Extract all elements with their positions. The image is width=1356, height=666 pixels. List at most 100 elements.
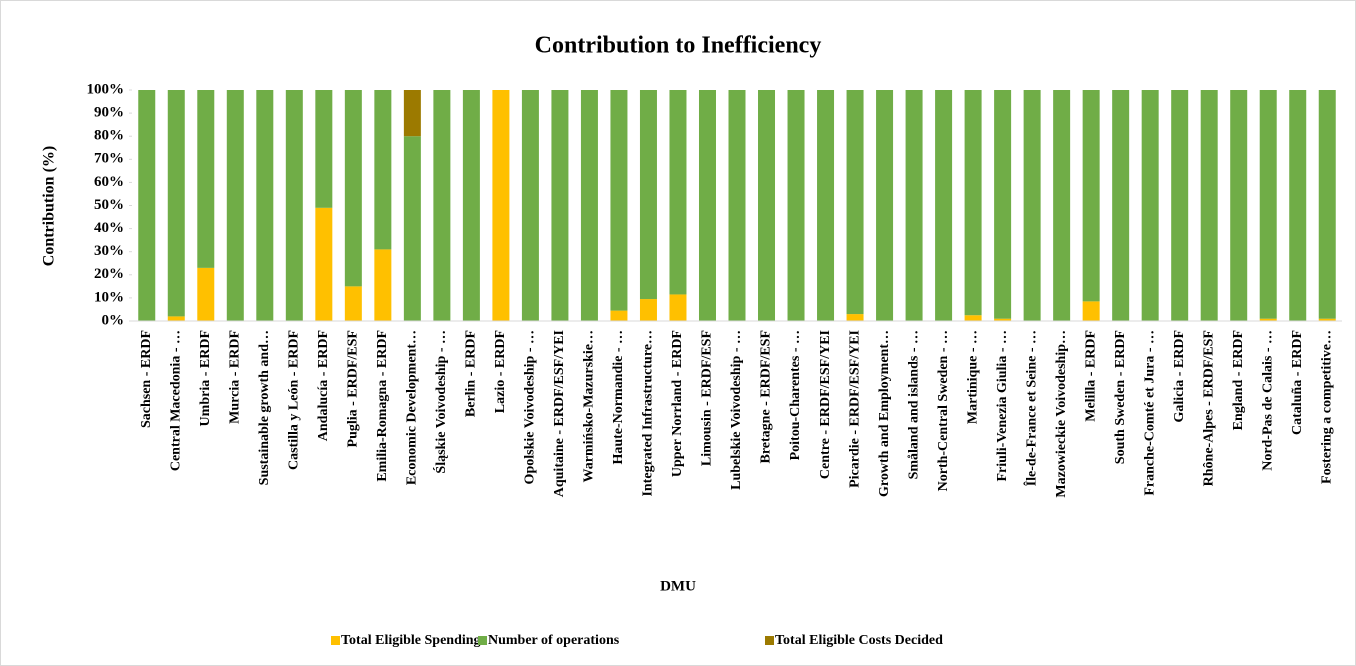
bar-segment: [374, 90, 392, 250]
x-tick-label: Sachsen - ERDF: [139, 330, 154, 428]
bar-segment: [1318, 318, 1336, 321]
bar-segment: [994, 318, 1012, 321]
y-tick-label: 70%: [94, 151, 124, 167]
bar-segment: [1171, 90, 1189, 321]
x-tick-label: Franche-Comté et Jura - …: [1142, 330, 1157, 496]
x-tick-label: Lazio - ERDF: [493, 330, 508, 413]
bar-segment: [1289, 90, 1307, 321]
bar-segment: [197, 267, 215, 321]
bar-segment: [876, 90, 894, 321]
bar-segment: [492, 90, 510, 321]
bar-segment: [1082, 301, 1100, 321]
x-tick-label: Emilia-Romagna - ERDF: [375, 330, 390, 482]
bar-segment: [610, 90, 628, 311]
bar-segment: [1082, 90, 1100, 302]
bar-segment: [1053, 90, 1071, 321]
x-tick-label: Umbria - ERDF: [198, 330, 213, 426]
x-tick-label: Economic Development…: [405, 330, 420, 485]
x-tick-label: Centre - ERDF/ESF/YEI: [818, 330, 833, 479]
x-tick-label: Puglia - ERDF/ESF: [346, 330, 361, 447]
y-tick-label: 20%: [94, 266, 124, 282]
bar-segment: [669, 90, 687, 295]
y-tick-label: 40%: [94, 220, 124, 236]
bar-segment: [639, 90, 657, 300]
chart-title: Contribution to Inefficiency: [535, 33, 822, 59]
x-tick-label: Mazowieckie Voivodeship…: [1054, 330, 1069, 498]
x-tick-label: Limousin - ERDF/ESF: [700, 330, 715, 466]
x-tick-label: England - ERDF: [1231, 330, 1246, 430]
x-tick-label: Opolskie Voivodeship - …: [523, 330, 538, 484]
x-tick-label: Melilla - ERDF: [1083, 330, 1098, 422]
y-tick-label: 0%: [102, 312, 125, 328]
x-tick-label: Bretagne - ERDF/ESF: [759, 330, 774, 464]
y-tick-label: 100%: [87, 81, 125, 97]
bar-segment: [521, 90, 539, 321]
bar-segment: [935, 90, 953, 321]
x-tick-label: Sustainable growth and…: [257, 330, 272, 485]
legend-swatch: [478, 636, 487, 645]
bar-segment: [1112, 90, 1130, 321]
x-tick-label: Upper Norrland - ERDF: [670, 330, 685, 477]
x-tick-label: Galicia - ERDF: [1172, 330, 1187, 423]
x-tick-label: Central Macedonia - …: [168, 330, 183, 471]
x-axis-title: DMU: [660, 578, 696, 594]
bar-segment: [138, 90, 156, 321]
x-tick-label: Śląskie Voivodeship - …: [432, 330, 449, 474]
bar-segment: [1141, 90, 1159, 321]
bar-segment: [197, 90, 215, 268]
bar-segment: [1200, 90, 1218, 321]
bar-segment: [639, 299, 657, 321]
bar-segment: [610, 310, 628, 321]
bar-segment: [1318, 90, 1336, 319]
x-tick-label: Picardie - ERDF/ESF/YEI: [847, 330, 862, 488]
y-axis-title: Contribution (%): [41, 146, 58, 266]
bar-segment: [374, 249, 392, 321]
bar-segment: [403, 136, 421, 321]
x-tick-label: Murcia - ERDF: [228, 330, 243, 424]
bar-segment: [226, 90, 244, 321]
y-tick-label: 50%: [94, 197, 124, 213]
bar-segment: [698, 90, 716, 321]
x-tick-label: Lubelskie Voivodeship - …: [729, 330, 744, 490]
x-tick-label: Berlin - ERDF: [464, 330, 479, 417]
x-tick-label: Aquitaine - ERDF/ESF/YEI: [552, 330, 567, 497]
y-tick-label: 80%: [94, 128, 124, 144]
bar-segment: [167, 90, 185, 317]
bar-segment: [669, 294, 687, 321]
y-tick-label: 30%: [94, 243, 124, 259]
x-tick-label: Integrated Infrastructure…: [641, 330, 656, 497]
x-tick-label: Andalucía - ERDF: [316, 330, 331, 441]
bar-segment: [1023, 90, 1041, 321]
legend-label: Total Eligible Spending: [341, 633, 481, 648]
legend-swatch: [765, 636, 774, 645]
y-tick-label: 90%: [94, 105, 124, 121]
bar-segment: [315, 90, 333, 208]
bar-segment: [1259, 90, 1277, 319]
bar-segment: [344, 286, 362, 321]
y-tick-label: 10%: [94, 289, 124, 305]
bar-segment: [403, 90, 421, 137]
x-tick-label: Cataluña - ERDF: [1290, 330, 1305, 435]
legend-swatch: [331, 636, 340, 645]
x-tick-label: Fostering a competitive…: [1319, 330, 1334, 484]
bar-segment: [846, 90, 864, 315]
bar-segment: [344, 90, 362, 287]
x-tick-label: Poitou-Charentes - …: [788, 330, 803, 460]
bar-segment: [462, 90, 480, 321]
x-tick-label: Martinique - …: [965, 330, 980, 424]
bar-segment: [758, 90, 776, 321]
legend-label: Number of operations: [488, 633, 620, 648]
x-tick-label: Haute-Normandie - …: [611, 330, 626, 465]
x-tick-label: Friuli-Venezia Giulia - …: [995, 330, 1010, 482]
bar-segment: [256, 90, 274, 321]
bar-segment: [1230, 90, 1248, 321]
legend-label: Total Eligible Costs Decided: [775, 633, 943, 648]
bar-segment: [285, 90, 303, 321]
x-tick-label: Warmińsko-Mazurskie…: [582, 330, 597, 482]
x-tick-label: South Sweden - ERDF: [1113, 330, 1128, 464]
bar-segment: [728, 90, 746, 321]
y-tick-label: 60%: [94, 174, 124, 190]
bar-segment: [905, 90, 923, 321]
bar-segment: [551, 90, 569, 321]
